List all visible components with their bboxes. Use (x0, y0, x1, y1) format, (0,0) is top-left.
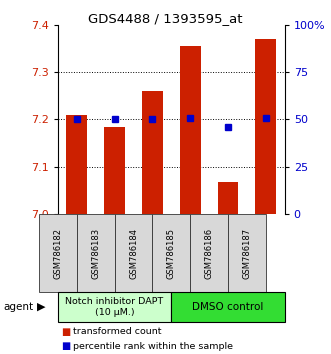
Text: GSM786186: GSM786186 (205, 228, 213, 279)
Bar (256, 39, 276, 214)
Text: DMSO control: DMSO control (192, 302, 264, 312)
Text: GDS4488 / 1393595_at: GDS4488 / 1393595_at (88, 12, 243, 25)
Text: GSM786182: GSM786182 (53, 228, 63, 279)
Bar (67, 115, 87, 214)
Bar (104, 127, 125, 214)
Text: ■: ■ (61, 327, 71, 337)
Bar (142, 91, 163, 214)
Text: GSM786183: GSM786183 (91, 228, 100, 279)
Text: ■: ■ (61, 341, 71, 351)
Text: percentile rank within the sample: percentile rank within the sample (73, 342, 233, 351)
Bar (180, 46, 201, 214)
Text: GSM786185: GSM786185 (167, 228, 176, 279)
Text: agent: agent (3, 302, 33, 312)
Text: GSM786187: GSM786187 (242, 228, 251, 279)
Text: GSM786184: GSM786184 (129, 228, 138, 279)
Text: ▶: ▶ (37, 302, 46, 312)
Bar (217, 182, 238, 214)
Text: Notch inhibitor DAPT
(10 μM.): Notch inhibitor DAPT (10 μM.) (66, 297, 164, 317)
Text: transformed count: transformed count (73, 327, 161, 336)
